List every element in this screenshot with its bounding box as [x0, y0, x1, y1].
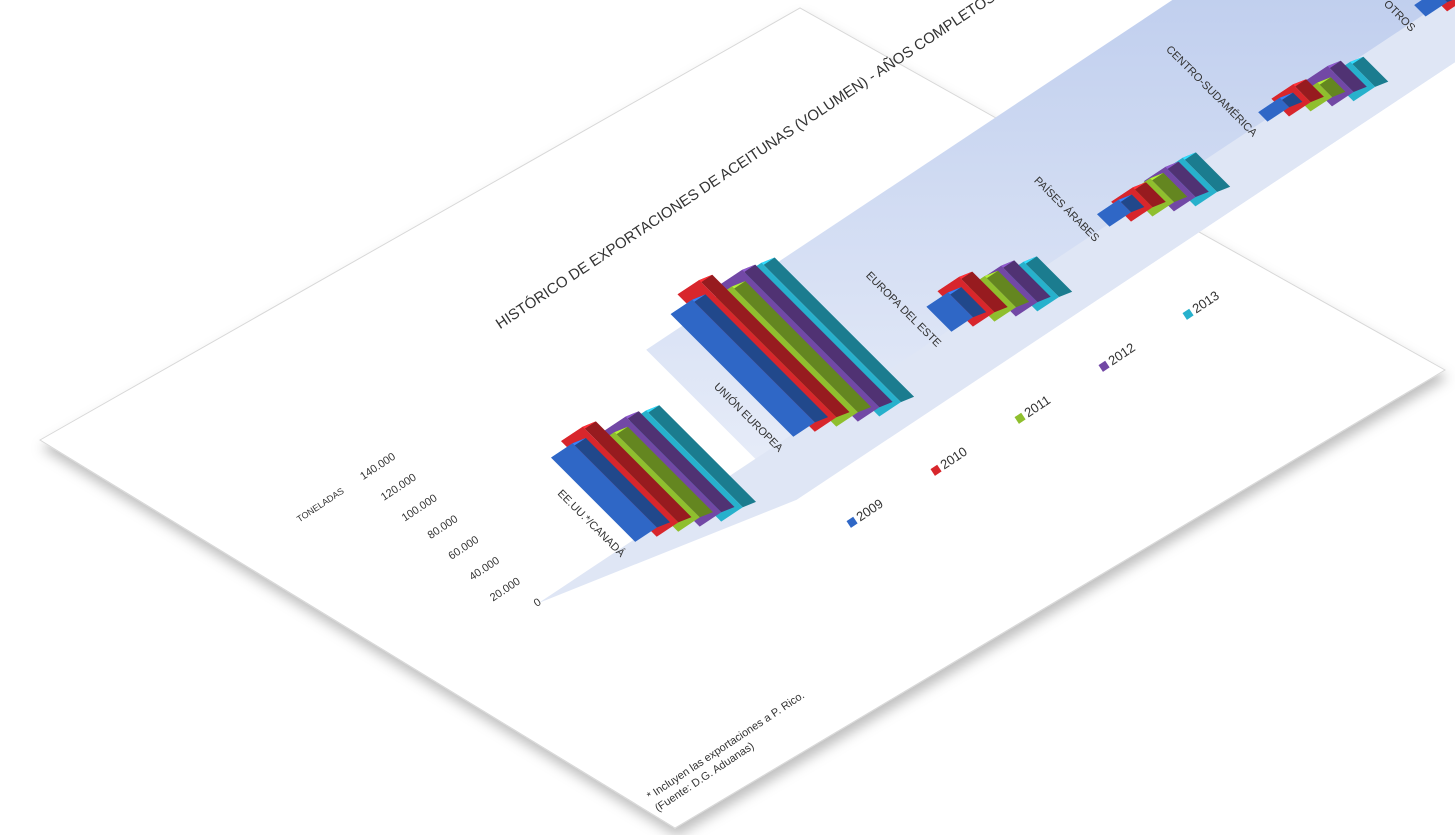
export-bar-chart: HISTÓRICO DE EXPORTACIONES DE ACEITUNAS …	[0, 0, 1455, 835]
chart-page: HISTÓRICO DE EXPORTACIONES DE ACEITUNAS …	[0, 0, 1455, 835]
